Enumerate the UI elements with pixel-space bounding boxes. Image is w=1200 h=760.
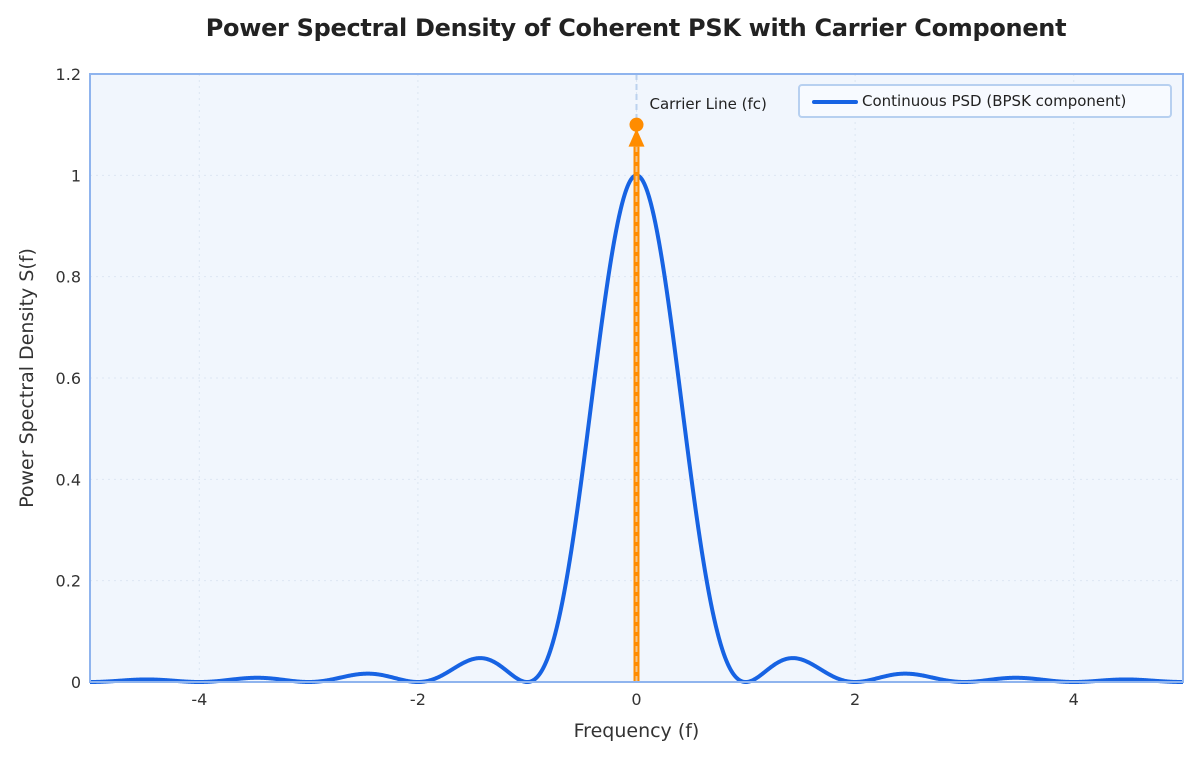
chart-title: Power Spectral Density of Coherent PSK w… — [205, 14, 1067, 42]
x-tick-label: 0 — [631, 690, 641, 709]
carrier-annotation: Carrier Line (fc) — [650, 95, 767, 113]
y-tick-label: 1 — [71, 166, 81, 185]
legend-swatch-psd — [812, 100, 858, 104]
x-tick-label: 4 — [1069, 690, 1079, 709]
x-axis-ticks: -4 -2 0 2 4 — [191, 690, 1078, 709]
legend: Continuous PSD (BPSK component) — [798, 84, 1172, 118]
y-tick-label: 1.2 — [56, 65, 81, 84]
y-tick-label: 0.6 — [56, 369, 81, 388]
x-axis-label: Frequency (f) — [574, 720, 700, 742]
plot-border — [89, 73, 1184, 683]
x-tick-label: -2 — [410, 690, 426, 709]
y-axis-ticks: 0 0.2 0.4 0.6 0.8 1 1.2 — [56, 65, 81, 692]
carrier-impulse — [628, 117, 645, 682]
y-tick-label: 0 — [71, 673, 81, 692]
y-tick-label: 0.2 — [56, 572, 81, 591]
x-tick-label: -4 — [191, 690, 207, 709]
x-tick-label: 2 — [850, 690, 860, 709]
y-axis-label: Power Spectral Density S(f) — [16, 248, 38, 508]
y-tick-label: 0.4 — [56, 470, 81, 489]
legend-label-psd: Continuous PSD (BPSK component) — [862, 92, 1127, 110]
y-tick-label: 0.8 — [56, 268, 81, 287]
